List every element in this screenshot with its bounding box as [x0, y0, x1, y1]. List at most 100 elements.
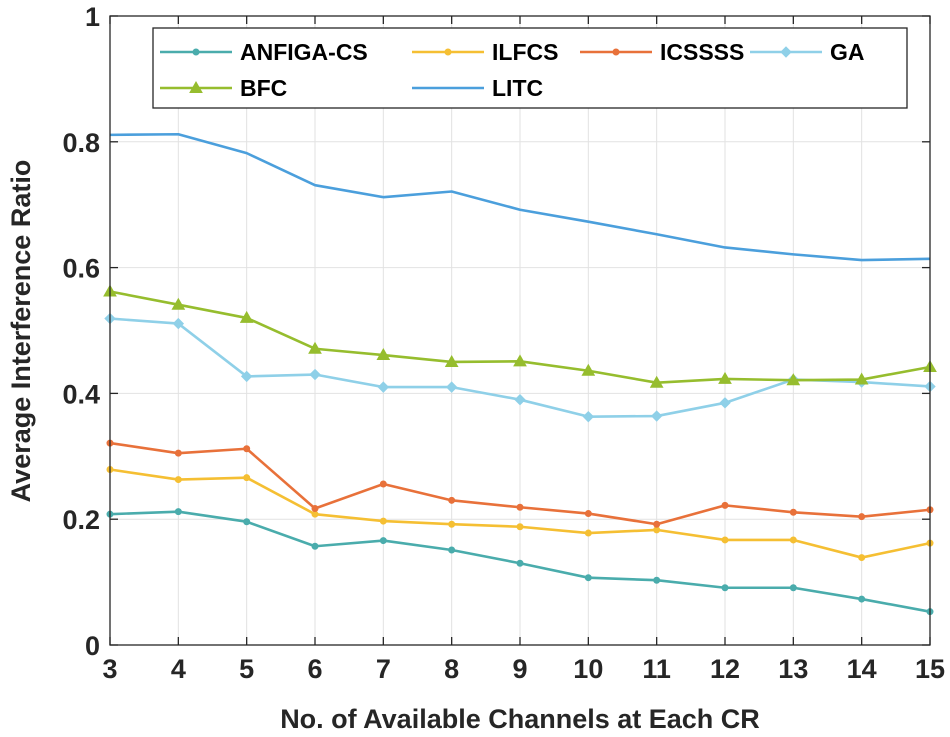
data-point-ga — [719, 397, 731, 409]
data-point-anfiga-cs — [584, 574, 592, 582]
x-tick-label: 6 — [307, 654, 322, 684]
data-point-anfiga-cs — [311, 542, 319, 550]
x-tick-label: 4 — [171, 654, 186, 684]
legend-marker-anfiga-cs — [192, 48, 200, 56]
data-point-icssss — [789, 508, 797, 516]
legend-marker-ga — [780, 46, 792, 58]
data-point-icssss — [516, 503, 524, 511]
data-point-ilfcs — [653, 526, 661, 534]
axis-ticks: 3 4 5 6 7 8 9 10 11 12 13 14 15 0 0.2 0.4 0.6 0.8 1 — [62, 2, 945, 684]
data-point-anfiga-cs — [858, 595, 866, 603]
data-point-ilfcs — [516, 523, 524, 531]
grid-lines — [110, 16, 930, 645]
data-point-ga — [650, 410, 663, 422]
data-point-bfc — [854, 372, 869, 385]
data-point-bfc — [171, 297, 186, 310]
legend-label-icssss: ICSSSS — [660, 39, 744, 65]
data-point-anfiga-cs — [448, 546, 456, 554]
data-point-ilfcs — [789, 536, 797, 544]
legend-item-bfc: BFC — [160, 75, 287, 101]
data-point-ilfcs — [243, 474, 251, 482]
data-point-ga — [514, 393, 526, 406]
data-point-bfc — [513, 354, 527, 367]
x-tick-label: 5 — [239, 654, 254, 684]
data-point-bfc — [718, 371, 732, 384]
y-tick-label: 0.2 — [62, 505, 100, 535]
legend-label-litc: LITC — [492, 75, 543, 101]
data-point-bfc — [581, 363, 596, 376]
legend-item-icssss: ICSSSS — [580, 39, 744, 65]
data-point-icssss — [721, 501, 729, 509]
x-tick-label: 3 — [102, 654, 117, 684]
data-point-bfc — [649, 375, 664, 388]
legend-marker-icssss — [612, 48, 620, 56]
data-point-ga — [377, 381, 390, 393]
legend-label-anfiga-cs: ANFIGA-CS — [240, 39, 368, 65]
legend-label-bfc: BFC — [240, 75, 287, 101]
data-point-anfiga-cs — [653, 576, 661, 584]
data-point-bfc — [444, 354, 459, 367]
legend-item-litc: LITC — [412, 75, 543, 101]
data-point-ga — [582, 410, 595, 423]
legend-label-ga: GA — [830, 39, 865, 65]
y-tick-label: 0.4 — [62, 379, 100, 409]
y-tick-label: 0 — [85, 631, 100, 661]
data-point-ga — [172, 317, 185, 330]
legend-item-ga: GA — [750, 39, 865, 65]
data-point-ga — [445, 381, 458, 393]
data-point-bfc — [786, 373, 801, 386]
data-point-icssss — [379, 480, 387, 488]
x-tick-label: 14 — [847, 654, 877, 684]
data-point-bfc — [308, 341, 322, 354]
data-point-icssss — [448, 496, 456, 504]
data-point-bfc — [239, 310, 254, 323]
data-point-anfiga-cs — [243, 518, 251, 526]
x-tick-label: 11 — [642, 654, 671, 684]
legend-marker-ilfcs — [444, 48, 452, 56]
data-point-bfc — [376, 348, 391, 361]
data-point-icssss — [174, 449, 182, 457]
legend-marker-bfc — [189, 80, 203, 93]
x-tick-label: 13 — [778, 654, 808, 684]
data-point-ilfcs — [379, 517, 387, 525]
data-point-anfiga-cs — [789, 584, 797, 592]
legend-item-anfiga-cs: ANFIGA-CS — [160, 39, 368, 65]
y-tick-label: 0.8 — [62, 128, 100, 158]
data-point-icssss — [243, 445, 251, 453]
data-point-ilfcs — [448, 520, 456, 528]
series-icssss — [106, 439, 934, 528]
data-point-anfiga-cs — [721, 584, 729, 592]
data-point-ga — [309, 368, 321, 381]
legend-label-ilfcs: ILFCS — [492, 39, 558, 65]
x-tick-label: 7 — [376, 654, 391, 684]
x-tick-label: 8 — [444, 654, 459, 684]
y-tick-label: 1 — [85, 2, 100, 32]
data-point-icssss — [858, 513, 866, 521]
x-axis-title: No. of Available Channels at Each CR — [280, 704, 760, 734]
data-point-icssss — [311, 505, 319, 513]
series-litc — [109, 132, 931, 262]
data-point-ilfcs — [174, 476, 182, 484]
data-point-anfiga-cs — [516, 559, 524, 567]
data-point-ga — [240, 370, 253, 383]
series-ilfcs — [106, 466, 934, 562]
x-tick-label: 12 — [710, 654, 740, 684]
data-point-icssss — [653, 520, 661, 528]
series-anfiga-cs — [106, 508, 934, 616]
series-line-litc — [109, 132, 931, 262]
data-point-icssss — [584, 510, 592, 518]
y-tick-label: 0.6 — [62, 254, 100, 284]
y-axis-title: Average Interference Ratio — [6, 160, 36, 503]
data-point-ilfcs — [858, 554, 866, 562]
data-point-ilfcs — [584, 529, 592, 537]
legend-item-ilfcs: ILFCS — [412, 39, 558, 65]
data-point-ilfcs — [721, 536, 729, 544]
x-tick-label: 15 — [915, 654, 945, 684]
legend-box — [152, 27, 908, 109]
data-point-ilfcs — [311, 510, 319, 518]
data-point-anfiga-cs — [174, 508, 182, 516]
x-tick-label: 10 — [573, 654, 603, 684]
data-point-anfiga-cs — [379, 537, 387, 545]
legend: ANFIGA-CS ILFCS ICSSSS GA BFC LITC — [152, 27, 908, 109]
